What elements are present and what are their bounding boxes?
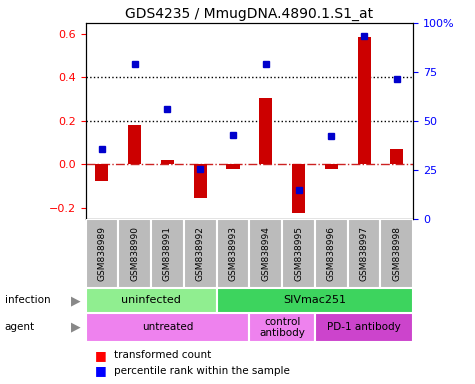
Text: untreated: untreated bbox=[142, 322, 193, 333]
Bar bbox=[249, 219, 282, 288]
Bar bbox=[292, 164, 305, 214]
Text: GSM838995: GSM838995 bbox=[294, 226, 303, 281]
Bar bbox=[95, 164, 108, 181]
Text: GSM838998: GSM838998 bbox=[392, 226, 401, 281]
Bar bbox=[315, 313, 413, 342]
Text: uninfected: uninfected bbox=[121, 295, 181, 306]
Bar bbox=[390, 149, 403, 164]
Text: ■: ■ bbox=[95, 349, 107, 362]
Bar bbox=[249, 313, 315, 342]
Bar bbox=[118, 219, 151, 288]
Text: control
antibody: control antibody bbox=[259, 316, 305, 338]
Text: GSM838990: GSM838990 bbox=[130, 226, 139, 281]
Bar bbox=[184, 219, 217, 288]
Text: GSM838997: GSM838997 bbox=[360, 226, 369, 281]
Bar bbox=[380, 219, 413, 288]
Bar bbox=[86, 219, 118, 288]
Title: GDS4235 / MmugDNA.4890.1.S1_at: GDS4235 / MmugDNA.4890.1.S1_at bbox=[125, 7, 373, 21]
Text: infection: infection bbox=[5, 295, 50, 306]
Text: ▶: ▶ bbox=[71, 294, 81, 307]
Bar bbox=[86, 288, 217, 313]
Bar bbox=[325, 164, 338, 169]
Bar bbox=[227, 164, 239, 169]
Text: agent: agent bbox=[5, 322, 35, 333]
Bar bbox=[128, 125, 141, 164]
Bar bbox=[217, 219, 249, 288]
Bar bbox=[315, 219, 348, 288]
Bar bbox=[161, 160, 174, 164]
Text: transformed count: transformed count bbox=[114, 350, 211, 360]
Bar bbox=[151, 219, 184, 288]
Text: GSM838994: GSM838994 bbox=[261, 226, 270, 281]
Bar bbox=[86, 313, 249, 342]
Text: PD-1 antibody: PD-1 antibody bbox=[327, 322, 401, 333]
Text: ■: ■ bbox=[95, 364, 107, 377]
Bar bbox=[194, 164, 207, 198]
Text: SIVmac251: SIVmac251 bbox=[284, 295, 346, 306]
Text: percentile rank within the sample: percentile rank within the sample bbox=[114, 366, 290, 376]
Text: GSM838992: GSM838992 bbox=[196, 226, 205, 281]
Text: GSM838993: GSM838993 bbox=[228, 226, 238, 281]
Text: GSM838989: GSM838989 bbox=[97, 226, 106, 281]
Text: GSM838991: GSM838991 bbox=[163, 226, 172, 281]
Bar bbox=[217, 288, 413, 313]
Bar bbox=[348, 219, 380, 288]
Text: GSM838996: GSM838996 bbox=[327, 226, 336, 281]
Text: ▶: ▶ bbox=[71, 321, 81, 334]
Bar bbox=[282, 219, 315, 288]
Bar bbox=[358, 37, 370, 164]
Bar bbox=[259, 98, 272, 164]
